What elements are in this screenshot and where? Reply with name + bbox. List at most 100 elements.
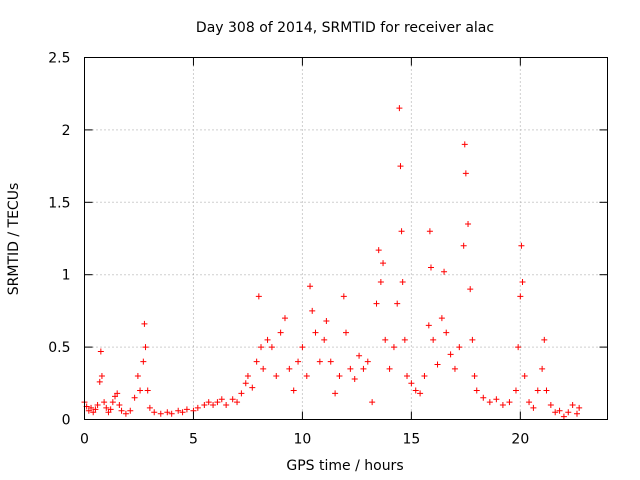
data-point: [518, 242, 525, 249]
data-point: [473, 387, 480, 394]
x-tick-label: 0: [80, 432, 89, 448]
data-point: [201, 402, 208, 409]
data-points: [81, 105, 583, 420]
data-point: [515, 344, 522, 351]
data-point: [218, 396, 225, 403]
data-point: [375, 247, 382, 254]
data-point: [303, 373, 310, 380]
data-point: [179, 409, 186, 416]
data-point: [519, 278, 526, 285]
data-point: [122, 410, 129, 417]
data-point: [309, 307, 316, 314]
data-point: [88, 404, 95, 411]
grid: [84, 57, 608, 420]
data-point: [277, 329, 284, 336]
data-point: [438, 315, 445, 322]
data-point: [360, 365, 367, 372]
y-tick-label: 2: [62, 123, 71, 139]
data-point: [286, 365, 293, 372]
data-point: [356, 352, 363, 359]
data-point: [377, 278, 384, 285]
data-point: [427, 264, 434, 271]
data-point: [480, 394, 487, 401]
y-tick-label: 1: [62, 268, 71, 284]
data-point: [506, 399, 513, 406]
data-point: [351, 375, 358, 382]
data-point: [323, 318, 330, 325]
data-point: [183, 406, 190, 413]
data-point: [543, 387, 550, 394]
data-point: [146, 404, 153, 411]
data-point: [175, 407, 182, 414]
data-point: [97, 348, 104, 355]
data-point: [107, 406, 114, 413]
data-point: [290, 387, 297, 394]
data-point: [332, 390, 339, 397]
data-point: [469, 336, 476, 343]
data-point: [307, 283, 314, 290]
data-point: [526, 399, 533, 406]
data-point: [210, 402, 217, 409]
data-point: [343, 329, 349, 336]
y-tick-label: 1.5: [48, 195, 70, 211]
data-point: [223, 402, 230, 409]
data-point: [541, 336, 548, 343]
data-point: [131, 394, 138, 401]
data-point: [98, 373, 105, 380]
data-point: [151, 409, 158, 416]
data-point: [238, 390, 245, 397]
data-point: [397, 163, 404, 170]
data-point: [552, 409, 559, 416]
data-point: [295, 358, 302, 365]
data-point: [316, 358, 323, 365]
x-tick-label: 10: [294, 432, 312, 448]
data-point: [443, 329, 450, 336]
data-point: [430, 336, 437, 343]
x-axis: 0 5 10 15 20: [80, 57, 529, 448]
data-point: [369, 399, 376, 406]
data-point: [447, 351, 454, 358]
data-point: [168, 410, 175, 417]
data-point: [327, 358, 334, 365]
data-point: [573, 410, 580, 417]
data-point: [92, 406, 99, 413]
data-point: [205, 399, 212, 406]
data-point: [144, 387, 151, 394]
data-point: [412, 387, 419, 394]
data-point: [299, 344, 306, 351]
data-point: [321, 336, 328, 343]
data-point: [565, 409, 572, 416]
data-point: [194, 404, 201, 411]
data-point: [460, 242, 467, 249]
data-point: [539, 365, 546, 372]
data-point: [373, 300, 380, 307]
data-point: [127, 407, 134, 414]
data-point: [234, 399, 241, 406]
x-axis-label: GPS time / hours: [286, 458, 403, 474]
data-point: [471, 373, 478, 380]
data-point: [421, 373, 428, 380]
data-point: [142, 344, 149, 351]
y-axis-label: SRMTID / TECUs: [6, 183, 22, 296]
data-point: [347, 365, 354, 372]
y-axis: 0 0.5 1 1.5 2 2.5: [48, 51, 608, 429]
data-point: [386, 365, 393, 372]
data-point: [109, 399, 116, 406]
data-point: [140, 358, 147, 365]
data-point: [521, 373, 528, 380]
data-point: [116, 402, 123, 409]
data-point: [547, 402, 554, 409]
data-point: [517, 293, 524, 300]
data-point: [340, 293, 347, 300]
data-point: [94, 402, 101, 409]
data-point: [244, 373, 251, 380]
data-point: [398, 228, 405, 235]
data-point: [214, 399, 221, 406]
data-point: [336, 373, 343, 380]
data-point: [467, 286, 474, 293]
data-point: [441, 268, 448, 275]
plot-border: [84, 57, 608, 420]
data-point: [560, 413, 567, 420]
chart-title: Day 308 of 2014, SRMTID for receiver ala…: [196, 20, 494, 36]
